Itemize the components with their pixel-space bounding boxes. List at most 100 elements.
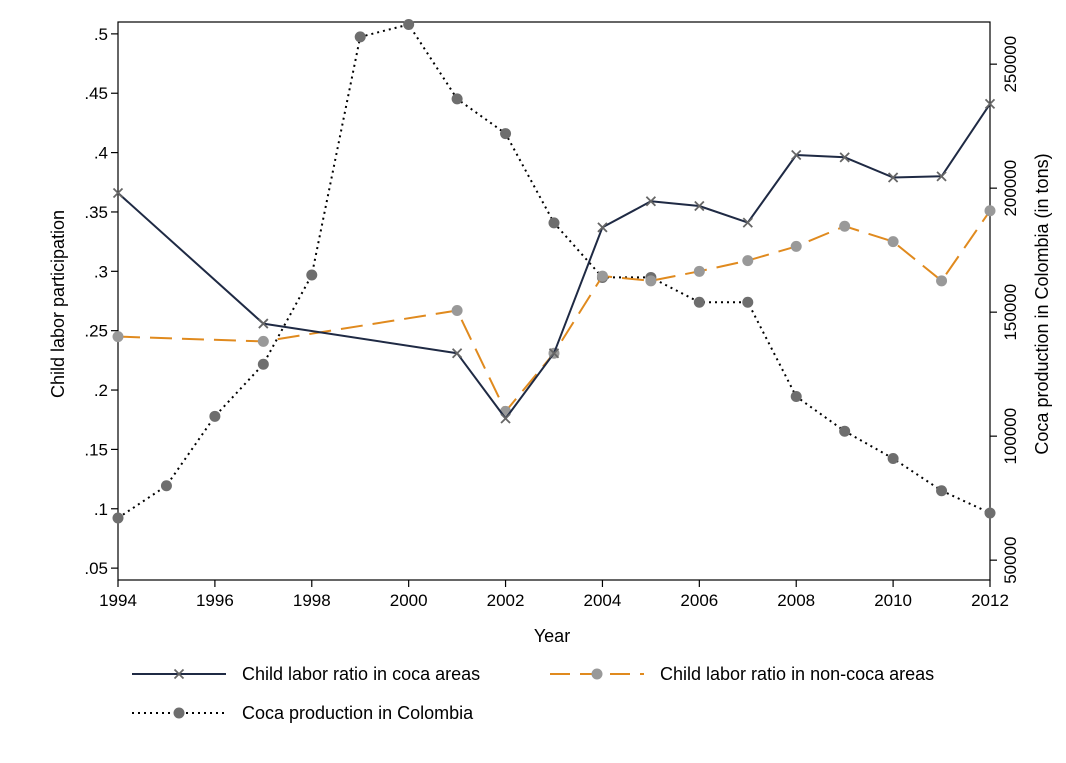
data-point (887, 172, 899, 183)
data-point (500, 413, 511, 424)
data-point (693, 296, 705, 308)
y-tick-label: .3 (94, 262, 108, 281)
data-point (693, 265, 705, 277)
marker-stroke (173, 668, 185, 680)
x-tick-label: 2000 (390, 591, 428, 610)
y2-tick-label: 100000 (1001, 408, 1020, 465)
data-point (160, 480, 172, 492)
data-point (742, 296, 754, 308)
y-tick-label: .2 (94, 381, 108, 400)
x-tick-label: 1998 (293, 591, 331, 610)
data-point (839, 425, 851, 437)
data-point (500, 128, 512, 140)
y-tick-label: .45 (84, 84, 108, 103)
data-point (112, 187, 124, 199)
data-point (645, 275, 657, 287)
y2-tick-label: 250000 (1001, 36, 1020, 93)
data-point (742, 217, 753, 228)
y2-axis-title: Coca production in Colombia (in tons) (1032, 153, 1052, 454)
y2-tick-label: 200000 (1001, 160, 1020, 217)
marker-stroke (258, 318, 269, 329)
data-point (258, 318, 269, 329)
data-point (887, 236, 899, 248)
data-point (403, 18, 415, 30)
marker-stroke (500, 413, 511, 424)
legend-item: Coca production in Colombia (132, 703, 474, 723)
y-tick-label: .4 (94, 144, 108, 163)
marker-stroke (742, 217, 753, 228)
series-line (117, 210, 991, 413)
legend-item: Child labor ratio in non-coca areas (550, 664, 934, 684)
marker-stroke (645, 196, 657, 207)
legend-label: Child labor ratio in non-coca areas (660, 664, 934, 684)
data-point (112, 331, 124, 343)
y-axis-title: Child labor participation (48, 210, 68, 398)
legend: Child labor ratio in coca areas Child lab… (132, 664, 934, 723)
data-point (451, 348, 463, 359)
series-line (117, 103, 991, 420)
x-tick-label: 1994 (99, 591, 137, 610)
plot-frame (117, 21, 991, 581)
series-2 (112, 205, 996, 417)
data-point (936, 485, 948, 497)
data-point (839, 220, 851, 232)
data-point (790, 390, 802, 402)
x-tick-label: 2004 (584, 591, 622, 610)
y2-tick-label: 50000 (1001, 537, 1020, 584)
marker-stroke (451, 348, 463, 359)
series-lines (112, 18, 996, 524)
marker-stroke (548, 348, 560, 359)
data-point (791, 149, 802, 161)
data-point (548, 217, 560, 229)
data-point (597, 222, 608, 233)
y-tick-label: .1 (94, 500, 108, 519)
data-point (839, 152, 850, 163)
marker-stroke (791, 149, 802, 161)
x-tick-label: 2002 (487, 591, 525, 610)
y-tick-label: .15 (84, 440, 108, 459)
marker-stroke (112, 187, 124, 199)
y-tick-label: .05 (84, 559, 108, 578)
legend-label: Coca production in Colombia (242, 703, 474, 723)
data-point (596, 270, 608, 282)
data-point (984, 205, 996, 217)
marker-stroke (597, 222, 608, 233)
x-tick-label: 2006 (680, 591, 718, 610)
y2-tick-label: 150000 (1001, 284, 1020, 341)
series-3 (112, 18, 996, 524)
legend-marker (591, 668, 603, 680)
y-tick-label: .25 (84, 322, 108, 341)
legend-marker (173, 668, 185, 680)
legend-item: Child labor ratio in coca areas (132, 664, 480, 684)
legend-marker (173, 707, 185, 719)
data-point (645, 196, 657, 207)
data-point (306, 269, 318, 281)
data-point (451, 304, 463, 316)
marker-stroke (839, 152, 850, 163)
series-line (117, 23, 991, 519)
x-tick-label: 2010 (874, 591, 912, 610)
data-point (887, 452, 899, 464)
y-tick-label: .5 (94, 25, 108, 44)
y-tick-label: .35 (84, 203, 108, 222)
data-point (742, 255, 754, 267)
data-point (257, 335, 269, 347)
series-1 (112, 98, 996, 424)
data-point (694, 200, 705, 212)
data-point (936, 171, 947, 182)
x-axis-title: Year (534, 626, 570, 646)
data-point (984, 98, 996, 110)
data-point (548, 348, 560, 359)
data-point (984, 507, 996, 519)
marker-stroke (887, 172, 899, 183)
x-tick-label: 1996 (196, 591, 234, 610)
legend-label: Child labor ratio in coca areas (242, 664, 480, 684)
marker-stroke (694, 200, 705, 212)
data-point (451, 93, 463, 105)
x-tick-label: 2008 (777, 591, 815, 610)
data-point (257, 358, 269, 370)
data-point (790, 240, 802, 252)
data-point (112, 512, 124, 524)
